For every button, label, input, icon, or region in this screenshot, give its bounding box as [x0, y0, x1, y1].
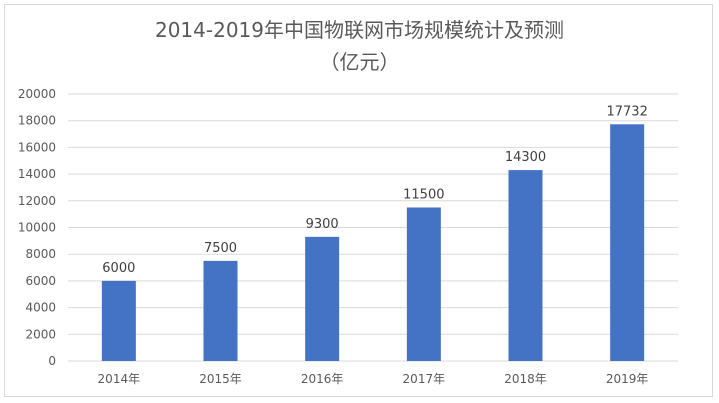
data-label: 14300	[505, 150, 546, 165]
data-labels: 6000 7500 9300 11500 14300 17732	[102, 104, 648, 276]
x-tick-label: 2014年	[98, 372, 141, 386]
y-tick-label: 10000	[18, 221, 56, 235]
x-axis-ticks: 2014年 2015年 2016年 2017年 2018年 2019年	[98, 372, 649, 386]
chart-title: 2014-2019年中国物联网市场规模统计及预测	[154, 18, 564, 42]
bar	[610, 124, 645, 361]
y-tick-label: 14000	[18, 167, 56, 181]
y-tick-label: 8000	[25, 247, 56, 261]
x-tick-label: 2015年	[199, 372, 242, 386]
y-tick-label: 12000	[18, 194, 56, 208]
y-tick-label: 16000	[18, 140, 56, 154]
y-tick-label: 2000	[25, 327, 56, 341]
x-tick-label: 2017年	[403, 372, 446, 386]
x-tick-label: 2016年	[301, 372, 344, 386]
x-tick-label: 2018年	[504, 372, 547, 386]
data-label: 17732	[606, 104, 647, 119]
bar	[508, 170, 543, 361]
chart-subtitle: （亿元）	[319, 50, 400, 74]
data-label: 11500	[403, 187, 444, 202]
y-tick-label: 20000	[18, 87, 56, 101]
bars	[101, 124, 645, 361]
data-label: 9300	[306, 217, 339, 232]
bar	[305, 236, 340, 361]
y-axis-ticks: 0 2000 4000 6000 8000 10000 12000 14000 16000 180…	[18, 87, 56, 368]
x-tick-label: 2019年	[606, 372, 649, 386]
bar	[101, 280, 136, 361]
y-tick-label: 4000	[25, 301, 56, 315]
bar	[406, 207, 441, 361]
bar	[203, 260, 238, 361]
y-tick-label: 18000	[18, 114, 56, 128]
data-label: 7500	[204, 241, 237, 256]
y-tick-label: 6000	[25, 274, 56, 288]
grid-lines	[68, 93, 678, 362]
y-tick-label: 0	[48, 354, 56, 368]
data-label: 6000	[102, 261, 135, 276]
